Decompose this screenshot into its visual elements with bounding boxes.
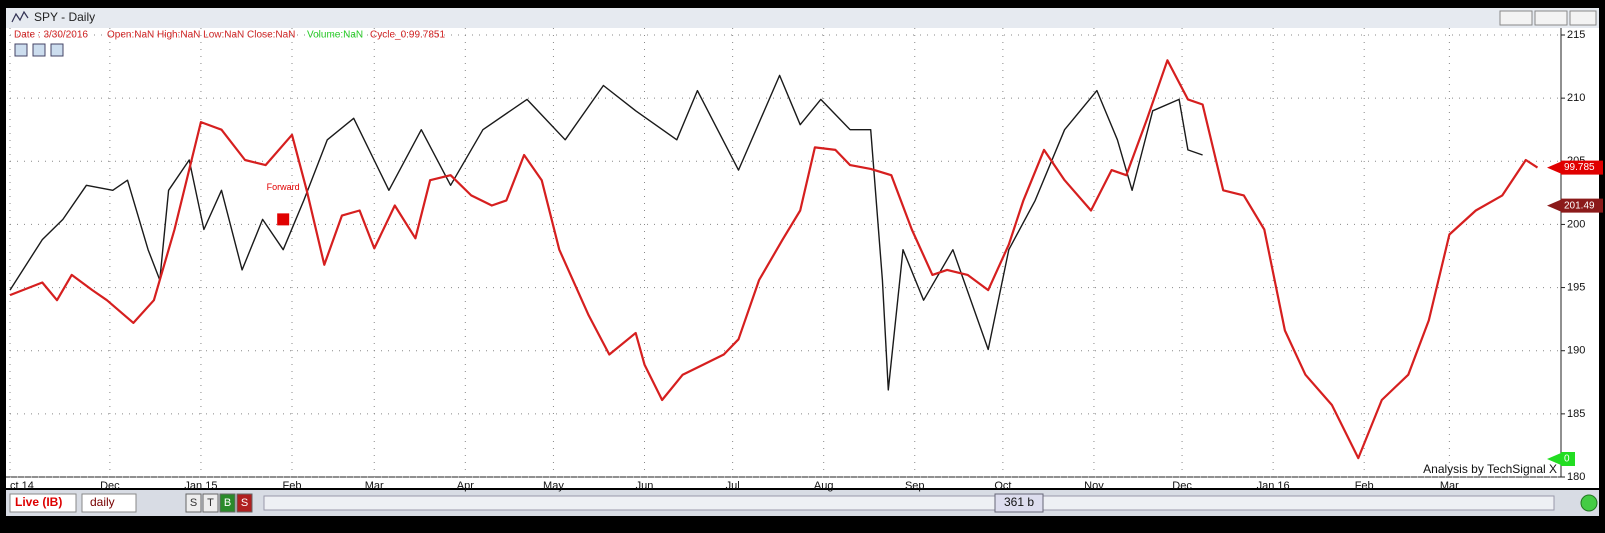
toolbar-button-label: S bbox=[241, 497, 248, 509]
y-tick-label: 180 bbox=[1567, 471, 1585, 483]
toolbar-button[interactable] bbox=[219, 493, 236, 513]
chart-area bbox=[6, 28, 1599, 488]
x-tick-label: Jun bbox=[636, 480, 654, 492]
info-date: Date : 3/30/2016 bbox=[14, 30, 88, 41]
price-marker-box bbox=[1561, 198, 1603, 213]
x-tick-label: Sep bbox=[905, 480, 925, 492]
window-title: SPY - Daily bbox=[34, 10, 95, 24]
indicator-icons bbox=[14, 43, 64, 57]
toolbar-button[interactable] bbox=[202, 493, 219, 513]
bar-count: 361 b bbox=[1004, 495, 1034, 509]
x-tick-label: Mar bbox=[1440, 480, 1459, 492]
volume-marker-arrow bbox=[1547, 453, 1561, 465]
icon[interactable] bbox=[32, 43, 46, 57]
x-tick-label: Jul bbox=[726, 480, 740, 492]
toolbar-button-label: T bbox=[207, 497, 214, 509]
feed-label: Live (IB) bbox=[15, 495, 62, 509]
y-tick-label: 195 bbox=[1567, 281, 1585, 293]
y-tick-label: 215 bbox=[1567, 29, 1585, 41]
x-tick-label: Apr bbox=[457, 480, 474, 492]
series-line bbox=[9, 59, 1539, 460]
volume-marker-label: 0 bbox=[1564, 454, 1570, 465]
interval-label: daily bbox=[90, 495, 115, 509]
feed-box[interactable] bbox=[9, 493, 77, 513]
x-tick-label: May bbox=[543, 480, 564, 492]
interval-box[interactable] bbox=[81, 493, 137, 513]
title-bar bbox=[6, 8, 1599, 28]
scrollbar[interactable] bbox=[263, 495, 1555, 511]
cycle-marker-box bbox=[1561, 160, 1603, 175]
y-tick-label: 185 bbox=[1567, 408, 1585, 420]
minimize-button[interactable] bbox=[1499, 10, 1533, 26]
price-marker-arrow bbox=[1547, 199, 1561, 212]
x-tick-label: ct 14 bbox=[10, 480, 34, 492]
icon[interactable] bbox=[14, 43, 28, 57]
y-tick-label: 200 bbox=[1567, 218, 1585, 230]
cycle-marker-label: 99.785 bbox=[1564, 162, 1595, 173]
toolbar-button-label: B bbox=[224, 497, 231, 509]
cycle-marker-arrow bbox=[1547, 161, 1561, 174]
x-tick-label: Jan 16 bbox=[1257, 480, 1290, 492]
restore-button[interactable] bbox=[1534, 10, 1568, 26]
scroll-thumb[interactable] bbox=[994, 493, 1044, 513]
status-indicator bbox=[1580, 494, 1598, 512]
icon[interactable] bbox=[50, 43, 64, 57]
x-tick-label: Aug bbox=[814, 480, 834, 492]
series-line bbox=[9, 74, 1203, 391]
y-tick-label: 190 bbox=[1567, 345, 1585, 357]
x-tick-label: Dec bbox=[100, 480, 120, 492]
x-tick-label: Mar bbox=[365, 480, 384, 492]
credit: Analysis by TechSignal X bbox=[1423, 462, 1557, 476]
toolbar-button[interactable] bbox=[185, 493, 202, 513]
info-cycle: Cycle_0:99.7851 bbox=[370, 30, 445, 41]
x-tick-label: Feb bbox=[283, 480, 302, 492]
x-tick-label: Jan 15 bbox=[184, 480, 217, 492]
close-button[interactable] bbox=[1569, 10, 1597, 26]
toolbar-button[interactable] bbox=[236, 493, 253, 513]
volume-marker-box bbox=[1561, 452, 1575, 466]
info-volume: Volume:NaN bbox=[307, 30, 363, 41]
price-marker-label: 201.49 bbox=[1564, 200, 1595, 211]
x-tick-label: Nov bbox=[1084, 480, 1104, 492]
y-tick-label: 210 bbox=[1567, 92, 1585, 104]
x-tick-label: Dec bbox=[1172, 480, 1192, 492]
forward-label: Forward bbox=[267, 182, 300, 192]
x-tick-label: Feb bbox=[1355, 480, 1374, 492]
forward-marker bbox=[277, 213, 290, 226]
x-tick-label: Oct bbox=[994, 480, 1011, 492]
app-icon bbox=[11, 10, 29, 23]
toolbar-button-label: S bbox=[190, 497, 197, 509]
